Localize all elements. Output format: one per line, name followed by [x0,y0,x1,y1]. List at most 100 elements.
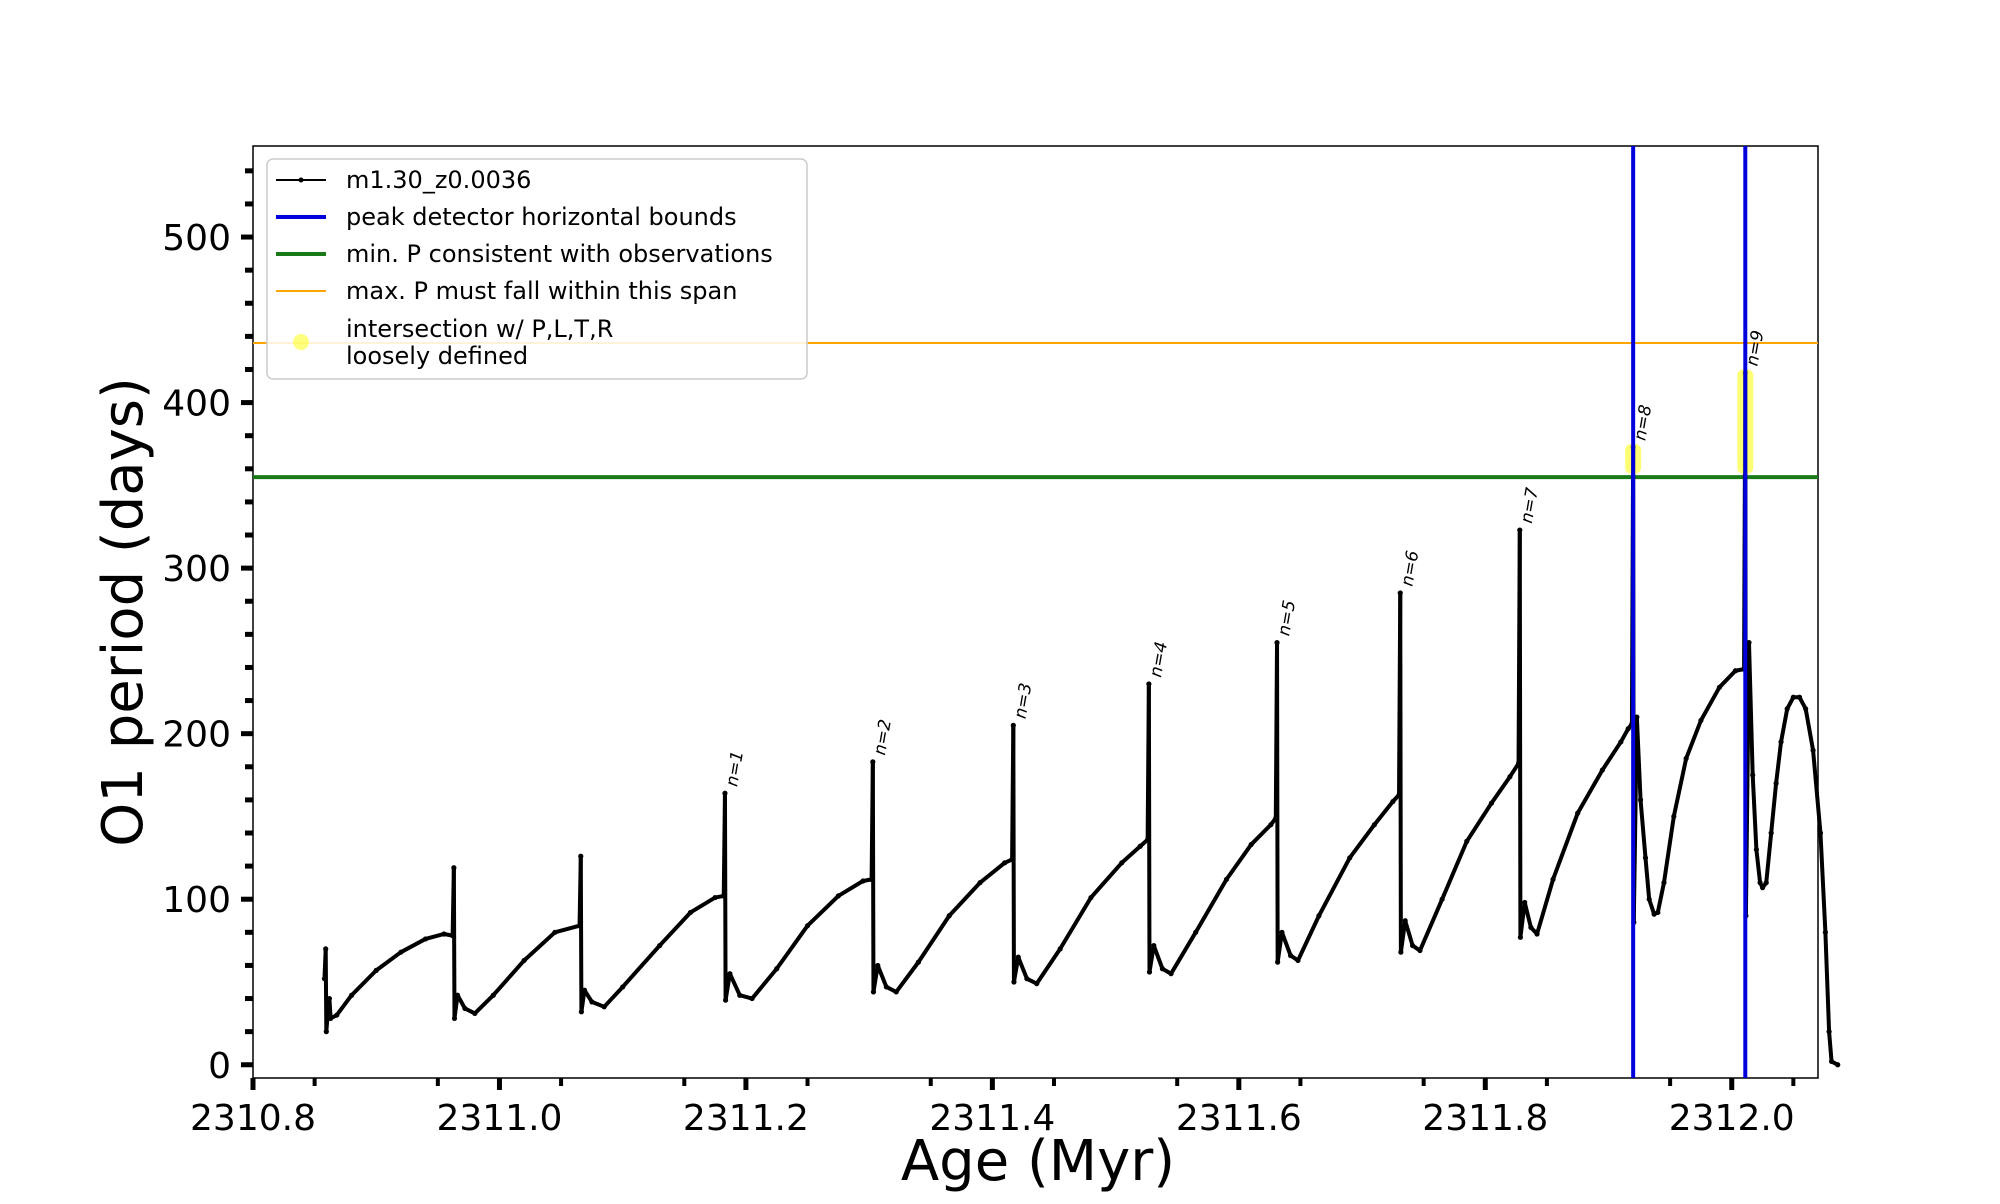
series-segment [522,930,557,963]
series-segment [1600,739,1623,773]
data-point [1517,934,1524,940]
data-point [521,957,527,964]
data-point [915,959,922,965]
data-point [451,865,457,871]
series-segment [1119,844,1143,865]
data-point [1145,837,1151,843]
series-segment [947,880,983,918]
data-point [727,971,733,977]
data-point [578,1009,585,1015]
series-segment [1684,718,1703,761]
series-segment [1417,897,1445,953]
series-segment [334,993,354,1018]
series-segment [1638,797,1648,860]
series-segment [1489,774,1512,806]
data-point [860,878,866,884]
data-point [1822,929,1828,935]
data-point [1757,880,1763,886]
series-segment [1575,768,1605,816]
series-segment [1398,590,1403,955]
x-tick-label: 2311.4 [929,1098,1055,1139]
data-point [1534,931,1540,937]
legend-label: min. P consistent with observations [346,240,773,268]
y-tick-label: 300 [162,549,231,590]
series-segment [1522,900,1533,930]
series-segment [1634,715,1643,802]
series-segment [1347,822,1377,860]
series-segment [1316,855,1352,918]
data-point [441,931,447,937]
peak-label: n=2 [870,718,896,757]
data-point [1796,694,1803,700]
peak-label: n=4 [1146,640,1172,679]
peak-label: n=1 [722,749,748,788]
data-point [1137,843,1143,849]
peak-label: n=3 [1011,681,1037,720]
series-segment [1647,897,1657,917]
series-segment [1671,756,1689,819]
peak-label: n=7 [1517,486,1543,525]
data-point [1517,527,1523,533]
series-segment [894,960,921,994]
data-point [1398,949,1404,955]
series-segment [1147,943,1156,975]
legend-label: peak detector horizontal bounds [346,203,737,231]
data-point [804,923,811,929]
series-segment [1275,930,1284,965]
data-point [1024,976,1030,982]
data-point [737,992,743,998]
legend-label: intersection w/ P,L,T,R [346,315,613,343]
series-segment [1661,814,1676,885]
data-point [454,992,461,998]
data-point [1716,684,1723,690]
series-segment [602,984,625,1009]
series-segment [1818,830,1828,935]
data-point [1637,797,1644,803]
data-point [1803,706,1809,712]
peak-label: n=6 [1397,549,1423,588]
series-segment [423,931,447,941]
data-point [328,1015,334,1022]
data-point [1010,722,1016,728]
series-segment [1517,528,1523,940]
data-point [1417,947,1423,954]
data-point [1625,726,1631,732]
series-segment [1750,773,1759,852]
data-point [657,942,663,949]
data-point [326,995,333,1002]
series-segment [1764,830,1774,885]
data-point [1732,668,1739,674]
data-point [552,929,558,935]
data-point [1575,810,1581,816]
data-point [1034,981,1040,987]
data-point [1268,822,1274,828]
data-point [1371,822,1377,828]
data-point [1316,913,1322,919]
data-point [1784,706,1790,712]
series-segment [1275,640,1280,965]
series-segment [620,943,662,989]
data-point [1655,909,1661,916]
data-point [1409,942,1416,949]
data-point [321,976,328,982]
series-segment [578,854,584,1014]
series-segment [1193,877,1229,935]
data-point [1768,830,1774,836]
data-point [1002,860,1008,866]
data-point [712,894,718,901]
series-segment [774,923,810,971]
data-point [422,936,429,942]
data-point [576,923,583,929]
data-point [1698,717,1704,724]
plot-frame [252,145,1819,1079]
data-point [1618,739,1624,745]
data-point [581,987,588,993]
y-tick-label: 0 [208,1046,231,1087]
data-point [1773,780,1779,786]
series-segment [1717,668,1738,690]
data-point [1275,959,1281,965]
data-point [883,984,889,990]
data-point [1646,896,1652,902]
data-point [490,992,496,998]
series-segment [349,968,379,998]
